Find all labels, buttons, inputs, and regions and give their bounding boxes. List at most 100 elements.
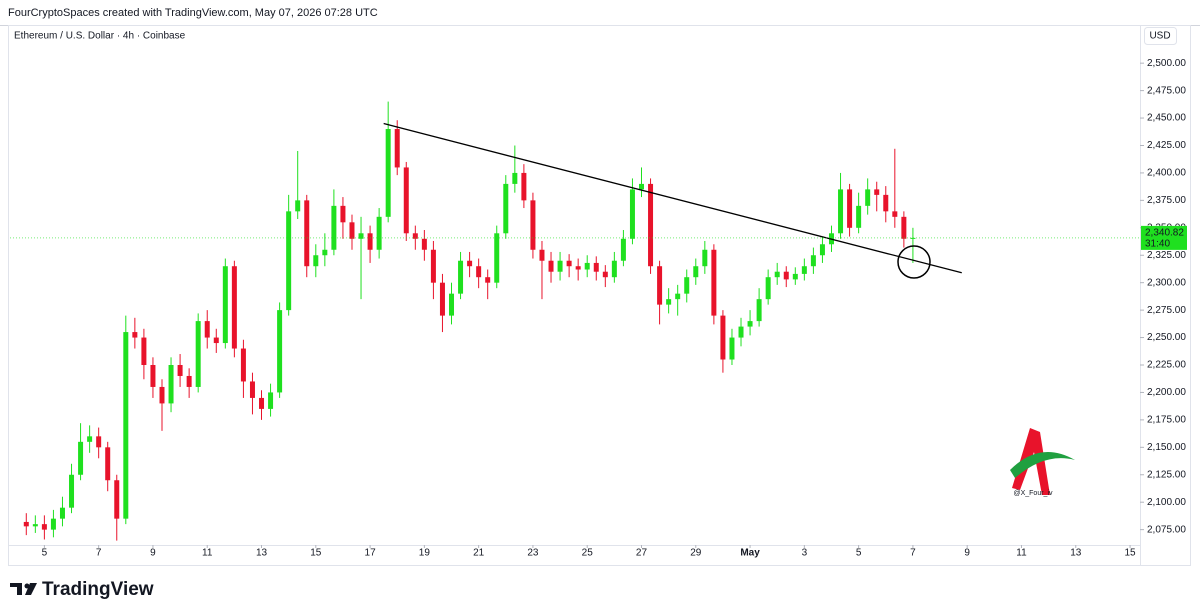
y-tick-label: 2,475.00 <box>1147 85 1186 96</box>
candle-body <box>530 200 536 250</box>
candle-body <box>186 375 192 387</box>
candle-body <box>620 238 626 261</box>
x-tick-label: 5 <box>42 548 48 559</box>
candle-body <box>675 293 681 300</box>
candle-body <box>548 260 554 272</box>
candle-body <box>521 172 527 201</box>
y-tick-label: 2,425.00 <box>1147 140 1186 151</box>
candle-body <box>367 233 373 250</box>
x-tick-label: 19 <box>419 548 431 559</box>
candle-body <box>575 266 581 270</box>
candle-body <box>792 273 798 280</box>
candle-body <box>69 474 75 508</box>
logo-mark <box>10 583 22 595</box>
candle-body <box>204 321 210 338</box>
candle-body <box>376 216 382 250</box>
candle-body <box>458 260 464 294</box>
candle-body <box>412 233 418 239</box>
chart-frame <box>8 25 1191 566</box>
candle-body <box>313 255 319 267</box>
candle-body <box>331 205 337 250</box>
candle-body <box>277 310 283 393</box>
candle-body <box>729 337 735 360</box>
last-price-tag <box>1141 225 1187 250</box>
candle-body <box>394 129 400 168</box>
y-tick-label: 2,100.00 <box>1147 497 1186 508</box>
candle-body <box>213 337 219 344</box>
candle-body <box>295 200 301 212</box>
candle-body <box>765 277 771 300</box>
x-tick-label: 11 <box>1016 548 1027 559</box>
candle-body <box>168 365 174 404</box>
candle-body <box>593 262 599 272</box>
x-tick-label: 17 <box>365 548 377 559</box>
candle-body <box>865 189 871 206</box>
countdown: 31:40 <box>1145 239 1170 250</box>
y-tick-label: 2,375.00 <box>1147 195 1186 206</box>
candle-body <box>611 260 617 278</box>
candle-body <box>286 211 292 311</box>
candle-body <box>901 216 907 239</box>
candle-body <box>177 365 183 376</box>
candle-body <box>738 326 744 338</box>
x-tick-label: 15 <box>1124 548 1136 559</box>
candle-body <box>349 222 355 239</box>
candle-body <box>114 480 120 519</box>
candle-body <box>421 238 427 250</box>
candle-body <box>449 293 455 316</box>
logo-shape <box>1012 428 1050 495</box>
x-tick-label: 5 <box>856 548 862 559</box>
candle-body <box>87 436 93 442</box>
candle-body <box>23 521 29 527</box>
x-tick-label: 3 <box>802 548 808 559</box>
candle-body <box>231 266 237 349</box>
candle-body <box>105 447 111 481</box>
candle-body <box>783 271 789 280</box>
candle-body <box>874 189 880 195</box>
candle-body <box>557 260 563 272</box>
y-tick-label: 2,150.00 <box>1147 442 1186 453</box>
credit: FourCryptoSpaces created with TradingVie… <box>8 7 378 19</box>
candle-body <box>268 392 274 409</box>
candle-body <box>684 277 690 294</box>
highlight-circle <box>897 245 931 279</box>
candle-body <box>566 260 572 267</box>
candle-body <box>59 507 65 519</box>
candle-body <box>96 436 102 448</box>
y-tick-label: 2,175.00 <box>1147 415 1186 426</box>
y-tick-label: 2,200.00 <box>1147 387 1186 398</box>
candle-body <box>819 244 825 256</box>
candle-body <box>648 183 654 267</box>
candle-body <box>439 282 445 316</box>
candle-body <box>503 183 509 234</box>
x-tick-label: 15 <box>310 548 322 559</box>
currency-box <box>1144 27 1177 45</box>
candle-body <box>638 183 644 190</box>
candle-body <box>141 337 147 365</box>
x-tick-label: 13 <box>1070 548 1082 559</box>
x-tick-label: 27 <box>636 548 648 559</box>
candle-body <box>430 249 436 283</box>
plot-area: 2,075.00 2,100.00 2,125.00 2,150.00 2,175.00… <box>10 58 1187 559</box>
y-tick-label: 2,125.00 <box>1147 469 1186 480</box>
x-tick-label: 13 <box>256 548 268 559</box>
candle-body <box>476 266 482 278</box>
candle-body <box>711 249 717 316</box>
candle-body <box>847 189 853 228</box>
candle-body <box>774 271 780 278</box>
candle-body <box>702 249 708 267</box>
candle-body <box>304 200 310 267</box>
chart-title: Ethereum / U.S. Dollar · 4h · Coinbase <box>14 31 186 42</box>
y-tick-label: 2,225.00 <box>1147 360 1186 371</box>
candle-body <box>892 211 898 217</box>
candle-body <box>810 255 816 267</box>
candle-body <box>756 299 762 322</box>
candle-body <box>159 386 165 404</box>
y-tick-label: 2,450.00 <box>1147 113 1186 124</box>
candle-body <box>32 524 38 527</box>
x-tick-label: 23 <box>527 548 539 559</box>
footer-logo: TradingView <box>10 579 154 600</box>
brand: TradingView <box>42 579 154 600</box>
